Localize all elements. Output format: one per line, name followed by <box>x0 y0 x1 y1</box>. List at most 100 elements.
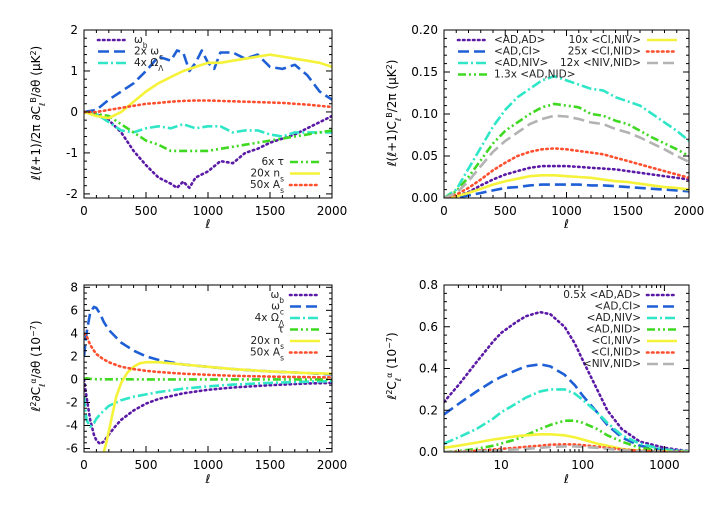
x-tick-label-1-3: 1500 <box>612 204 643 218</box>
y-tick-label-2-4: 2 <box>70 349 78 363</box>
y-tick-label-1-2: 0.10 <box>411 107 438 121</box>
series-line-2-3 <box>84 377 332 381</box>
y-tick-label-1-0: 0.00 <box>411 191 438 205</box>
panel-2-series <box>84 305 332 452</box>
panel-b-derivatives: ℓ(ℓ+1)/2π ∂CℓB/∂θ (μK2) 0 500 1000 1500 2000… <box>29 23 348 231</box>
y-tick-label-1-1: 0.05 <box>411 149 438 163</box>
legend-label-2-1: ωc <box>271 301 284 317</box>
series-line-3-3 <box>444 419 689 452</box>
y-tick-label-3-0: 0.0 <box>419 445 438 459</box>
y-tick-label-2-5: 4 <box>70 326 78 340</box>
y-tick-label-1-3: 0.15 <box>411 65 438 79</box>
series-line-1-5 <box>444 147 689 198</box>
x-tick-label-2-1: 500 <box>135 458 158 472</box>
y-tick-label-2-0: -6 <box>66 442 78 456</box>
series-line-2-0 <box>84 378 332 446</box>
legend-label-3-1: <AD,CI> <box>594 301 641 313</box>
panel-0-ylabel: ℓ(ℓ+1)/2π ∂CℓB/∂θ (μK2) <box>29 46 47 181</box>
y-tick-label-3-1: 0.2 <box>419 403 438 417</box>
x-tick-label-3-0: 10 <box>493 458 508 472</box>
x-tick-label-2-0: 0 <box>80 458 88 472</box>
y-tick-label-2-6: 6 <box>70 303 78 317</box>
series-line-3-2 <box>444 388 689 452</box>
legend-label-1-5: 25x <CI,NID> <box>568 46 641 58</box>
y-tick-label-3-3: 0.6 <box>419 320 438 334</box>
legend-label-0-4: 20x ns <box>251 168 285 184</box>
panel-2-frame <box>83 284 333 453</box>
x-tick-label-0-4: 2000 <box>317 204 348 218</box>
series-line-1-0 <box>444 164 689 198</box>
panel-2-xlabel: ℓ <box>205 472 211 486</box>
panel-b-power: ℓ(ℓ+1)CℓB/2π (μK2) 0 500 1000 1500 2000 0.00 0… <box>385 23 705 231</box>
x-tick-label-2-2: 1000 <box>193 458 224 472</box>
x-tick-label-2-3: 1500 <box>255 458 286 472</box>
legend-label-2-2: 4x ΩΛ <box>255 312 285 328</box>
legend-label-1-1: <AD,CI> <box>494 46 541 58</box>
panel-0-xlabel: ℓ <box>205 217 211 231</box>
panel-2-ylabel: ℓ2∂Cℓα/∂θ (10−7) <box>29 320 47 412</box>
x-tick-label-0-0: 0 <box>80 204 88 218</box>
y-tick-label-0-2: 0 <box>70 105 78 119</box>
series-line-0-1 <box>84 49 332 114</box>
panel-alpha-power: ℓ2Cℓα (10−7) 10 100 1000 0.0 0.2 0.4 0.6 0.8 ℓ 0.… <box>385 278 690 486</box>
legend-label-0-5: 50x As <box>250 179 284 195</box>
series-line-3-1 <box>444 363 689 452</box>
legend-label-1-3: 1.3x <AD,NID> <box>494 69 576 81</box>
series-line-1-4 <box>444 174 689 198</box>
series-line-3-0 <box>444 310 689 452</box>
series-line-1-3 <box>444 102 689 198</box>
legend-label-1-2: <AD,NIV> <box>494 57 548 69</box>
x-tick-label-1-0: 0 <box>440 204 448 218</box>
legend-label-3-4: <CI,NIV> <box>592 335 642 347</box>
legend-label-3-0: 0.5x <AD,AD> <box>563 289 641 301</box>
series-line-1-2 <box>444 74 689 198</box>
legend-label-0-2: 4x ΩΛ <box>134 57 164 73</box>
panel-alpha-derivatives: ℓ2∂Cℓα/∂θ (10−7) 0 500 1000 1500 2000 -6 -4 -2 0… <box>29 280 348 486</box>
legend-label-2-0: ωb <box>270 289 284 305</box>
x-tick-label-0-2: 1000 <box>193 204 224 218</box>
legend-label-1-6: 12x <NIV,NID> <box>560 57 641 69</box>
panel-3-series <box>444 310 689 452</box>
y-tick-label-0-4: 2 <box>70 23 78 37</box>
y-tick-label-2-2: -2 <box>66 395 78 409</box>
series-line-2-1 <box>84 305 332 376</box>
y-tick-label-3-4: 0.8 <box>419 278 438 292</box>
legend-label-2-4: 20x ns <box>251 335 285 351</box>
series-line-1-6 <box>444 114 689 198</box>
x-tick-label-3-2: 1000 <box>649 458 680 472</box>
y-tick-label-2-3: 0 <box>70 372 78 386</box>
legend-label-2-3: τ <box>278 324 284 336</box>
panel-3-ylabel: ℓ2Cℓα (10−7) <box>385 332 403 400</box>
legend-label-3-2: <AD,NIV> <box>587 312 641 324</box>
series-line-2-4 <box>102 360 332 452</box>
panel-1-xlabel: ℓ <box>563 217 569 231</box>
y-tick-label-0-0: -2 <box>66 187 78 201</box>
x-tick-label-0-3: 1500 <box>255 204 286 218</box>
series-line-2-5 <box>84 332 332 379</box>
x-tick-label-3-1: 100 <box>571 458 594 472</box>
y-tick-label-0-1: -1 <box>66 146 78 160</box>
legend-label-1-4: 10x <CI,NIV> <box>569 34 641 46</box>
series-line-0-4 <box>84 53 332 120</box>
y-tick-label-2-7: 8 <box>70 280 78 294</box>
x-tick-label-1-1: 500 <box>494 204 517 218</box>
legend-label-1-0: <AD,AD> <box>494 34 545 46</box>
y-tick-label-3-2: 0.4 <box>419 362 438 376</box>
legend-label-0-3: 6x τ <box>261 156 284 168</box>
series-line-0-5 <box>84 99 332 114</box>
panel-0-series <box>84 49 332 190</box>
series-line-2-2 <box>84 379 332 428</box>
panel-1-series <box>444 74 689 198</box>
legend-label-3-3: <AD,NID> <box>586 324 641 336</box>
y-tick-label-1-4: 0.20 <box>411 23 438 37</box>
series-line-0-2 <box>84 110 332 138</box>
x-tick-label-2-4: 2000 <box>317 458 348 472</box>
panel-3-xlabel: ℓ <box>563 472 569 486</box>
legend-label-0-1: 2x ωc <box>134 46 163 62</box>
panel-1-ylabel: ℓ(ℓ+1)CℓB/2π (μK2) <box>385 60 403 168</box>
x-tick-label-1-2: 1000 <box>551 204 582 218</box>
y-tick-label-0-3: 1 <box>70 64 78 78</box>
x-tick-label-1-4: 2000 <box>674 204 705 218</box>
series-line-0-3 <box>84 110 332 153</box>
